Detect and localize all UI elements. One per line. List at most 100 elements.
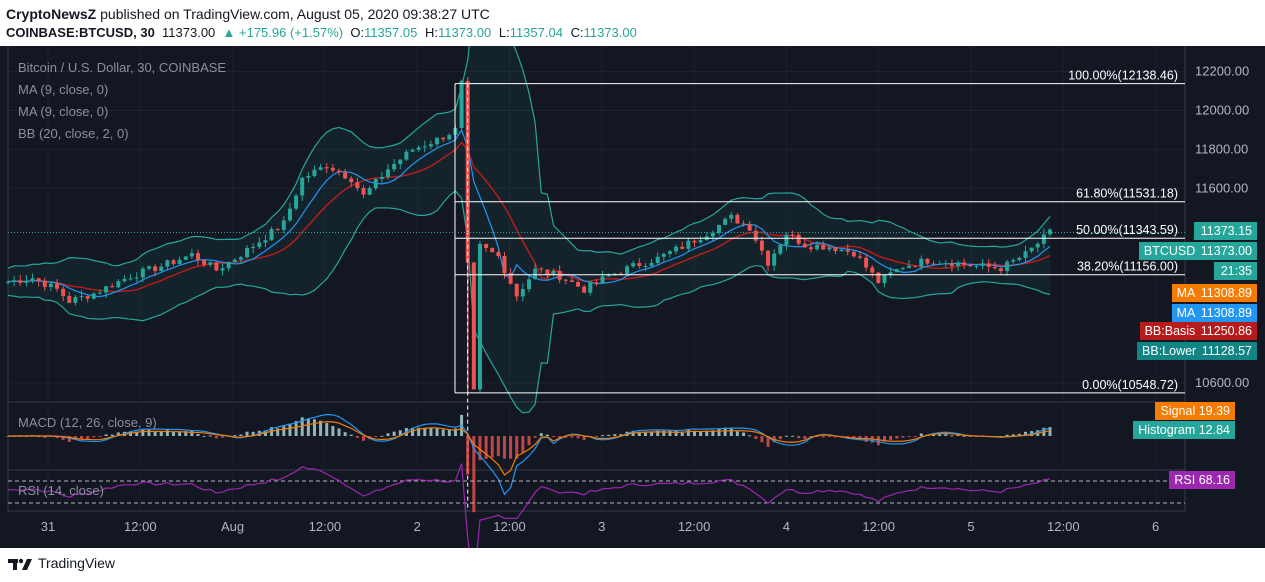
- macd-histogram-bar: [643, 432, 647, 436]
- macd-histogram-bar: [815, 436, 819, 437]
- macd-histogram-bar: [932, 434, 936, 436]
- macd-histogram-bar: [907, 436, 911, 437]
- candle-body: [343, 172, 348, 179]
- candle-body: [36, 278, 41, 281]
- candle-body: [808, 247, 813, 250]
- macd-histogram-bar: [950, 435, 954, 437]
- price-axis-label-tag: BB:Lower: [1142, 344, 1197, 358]
- price-axis-label: 21:35: [1213, 262, 1257, 280]
- macd-histogram-bar: [594, 436, 598, 438]
- macd-histogram-bar: [552, 436, 556, 437]
- macd-histogram-bar: [766, 436, 770, 447]
- publish-line: CryptoNewsZ published on TradingView.com…: [6, 6, 490, 22]
- macd-histogram-bar: [576, 436, 580, 439]
- candle-body: [177, 259, 182, 264]
- candle-body: [275, 229, 280, 231]
- candle-body: [122, 278, 127, 282]
- y-tick-label: 12000.00: [1195, 103, 1249, 118]
- macd-axis-label: Histogram 12.84: [1133, 421, 1235, 439]
- macd-histogram-bar: [490, 436, 494, 458]
- candle-body: [759, 240, 764, 251]
- macd-histogram-bar: [392, 431, 396, 436]
- macd-histogram-bar: [184, 431, 188, 436]
- macd-histogram-bar: [564, 436, 568, 438]
- candle-body: [1023, 251, 1028, 258]
- candle-body: [85, 296, 90, 299]
- candle-body: [214, 262, 219, 271]
- price-change: ▲ +175.96 (+1.57%): [222, 25, 344, 40]
- candle-body: [833, 247, 838, 252]
- candle-body: [441, 137, 446, 140]
- price-axis-label: MA 11308.89: [1171, 284, 1257, 302]
- candle-body: [422, 146, 427, 148]
- candle-body: [998, 268, 1003, 272]
- candle-body: [766, 250, 771, 266]
- macd-histogram-bar: [883, 436, 887, 442]
- rsi-legend[interactable]: RSI (14, close): [18, 483, 104, 498]
- candle-body: [159, 266, 164, 272]
- macd-histogram-bar: [435, 427, 439, 436]
- candle-body: [367, 188, 372, 195]
- candle-body: [73, 297, 78, 303]
- macd-histogram-bar: [171, 432, 175, 436]
- macd-histogram-bar: [484, 436, 488, 459]
- macd-histogram-bar: [502, 436, 506, 459]
- macd-histogram-bar: [349, 434, 353, 436]
- ma1-legend[interactable]: MA (9, close, 0): [18, 82, 109, 97]
- bollinger-fill: [8, 46, 1050, 413]
- candle-body: [153, 266, 158, 272]
- macd-histogram-bar: [760, 436, 764, 443]
- footer-bar: [0, 548, 1265, 582]
- candle-body: [839, 249, 844, 252]
- candle-body: [1029, 247, 1034, 252]
- candle-body: [845, 249, 850, 252]
- macd-histogram-bar: [319, 420, 323, 436]
- macd-histogram-bar: [791, 435, 795, 437]
- fib-level-label: 0.00%(10548.72): [1082, 378, 1178, 392]
- macd-histogram-bar: [521, 436, 525, 453]
- candle-body: [471, 262, 476, 390]
- macd-histogram-bar: [778, 436, 782, 440]
- candle-body: [913, 265, 918, 267]
- close-label: C:: [570, 25, 584, 40]
- candle-body: [618, 273, 623, 275]
- price-axis-label-tag: BTCUSD: [1143, 244, 1196, 258]
- candle-body: [30, 278, 35, 281]
- macd-histogram-bar: [288, 423, 292, 436]
- y-tick-label: 10600.00: [1195, 375, 1249, 390]
- macd-histogram-bar: [686, 429, 690, 436]
- bb-legend[interactable]: BB (20, close, 2, 0): [18, 126, 129, 141]
- candle-body: [827, 247, 832, 250]
- candle-body: [287, 208, 292, 221]
- candle-body: [208, 262, 213, 265]
- x-tick-label: 12:00: [678, 519, 711, 534]
- tradingview-logo[interactable]: TradingView: [8, 555, 115, 572]
- candle-body: [753, 230, 758, 241]
- macd-histogram-bar: [913, 436, 917, 437]
- publisher-name[interactable]: CryptoNewsZ: [6, 6, 97, 22]
- candle-body: [962, 262, 967, 265]
- candle-body: [937, 263, 942, 265]
- macd-histogram-bar: [190, 430, 194, 436]
- candle-body: [91, 293, 96, 299]
- candle-body: [1011, 260, 1016, 262]
- macd-histogram-bar: [858, 436, 862, 440]
- price-axis-label-value: 21:35: [1220, 264, 1252, 278]
- candle-body: [655, 256, 660, 264]
- candle-body: [134, 277, 139, 279]
- candle-body: [557, 270, 562, 280]
- symbol-name[interactable]: COINBASE:BTCUSD, 30: [6, 25, 155, 40]
- price-axis-label-value: 11373.00: [1197, 244, 1252, 258]
- macd-legend[interactable]: MACD (12, 26, close, 9): [18, 415, 157, 430]
- price-chart[interactable]: 31 12:00 Aug 12:00 2 12:00 3 12:00 4 12:00 5 12:00 6…: [0, 46, 1265, 548]
- macd-histogram-bar: [55, 436, 59, 439]
- macd-histogram-bar: [895, 436, 899, 439]
- candle-body: [931, 263, 936, 265]
- candle-body: [55, 283, 60, 289]
- macd-histogram-bar: [98, 436, 102, 437]
- chart-background: [0, 46, 1265, 548]
- fib-level-label: 50.00%(11343.59): [1076, 223, 1178, 237]
- candle-body: [263, 240, 268, 243]
- candle-body: [594, 282, 599, 284]
- ma2-legend[interactable]: MA (9, close, 0): [18, 104, 109, 119]
